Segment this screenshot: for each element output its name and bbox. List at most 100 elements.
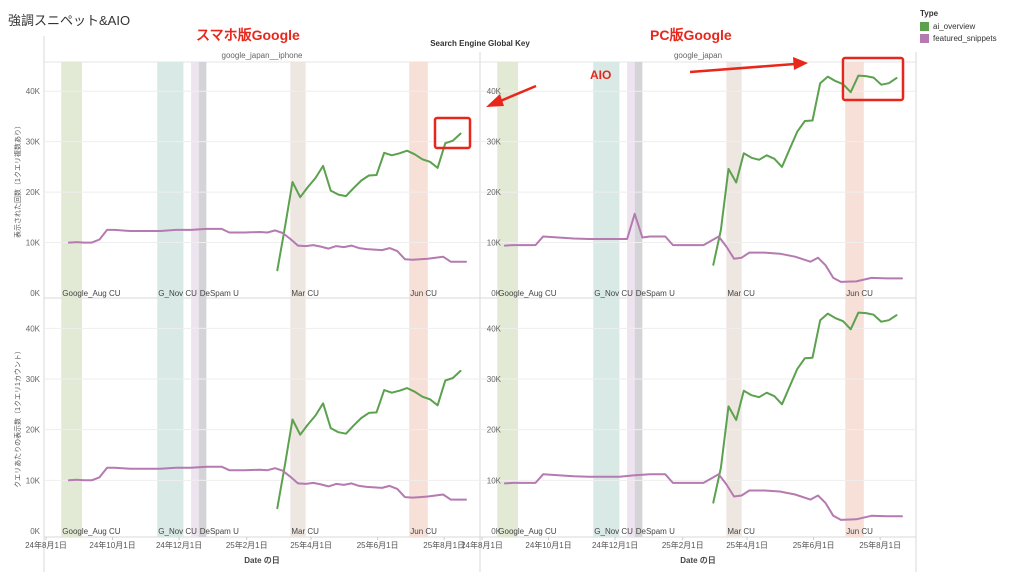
column-header-google-japan-iphone: google_japan__iphone: [222, 51, 304, 60]
y-tick-label-30k-r2c1: 30K: [26, 375, 41, 384]
band-label-despam-u-r1c1: DeSpam U: [200, 289, 239, 298]
band-label-despam-u-r2c1: DeSpam U: [200, 527, 239, 536]
event-band-google-aug-cu-col2: [497, 62, 518, 537]
band-label-mar-cu-r2c1: Mar CU: [291, 527, 319, 536]
y-tick-label-30k-r2c2: 30K: [487, 375, 502, 384]
event-band-jun-cu-col2: [845, 62, 864, 537]
y-tick-label-20k-r1c1: 20K: [26, 188, 41, 197]
annotation-pc-label: PC版Google: [650, 27, 732, 43]
band-label-jun-cu-r1c1: Jun CU: [410, 289, 437, 298]
x-axis-title-c1: Date の日: [244, 556, 280, 565]
series-line-ai-overview-panel3: [276, 369, 462, 510]
y-tick-label-30k-r1c2: 30K: [487, 138, 502, 147]
band-label-google-aug-cu-r1c1: Google_Aug CU: [62, 289, 120, 298]
y-tick-label-20k-r2c1: 20K: [26, 426, 41, 435]
annotation-arrow-right-head: [793, 57, 808, 70]
y-tick-label-0k-r1c1: 0K: [30, 289, 40, 298]
y-tick-label-20k-r1c2: 20K: [487, 188, 502, 197]
header-title: Search Engine Global Key: [430, 39, 530, 48]
legend-item-featured-snippets[interactable]: featured_snippets: [920, 32, 997, 44]
event-band-despam-u-col1: [198, 62, 207, 537]
x-tick-label-2025-08-01-c2: 25年8月1日: [859, 540, 901, 550]
band-label-g-nov-cu-r1c1: G_Nov CU: [158, 289, 197, 298]
event-band-mar-cu-col2: [726, 62, 742, 537]
page-title: 強調スニペット&AIO: [8, 13, 131, 28]
y-tick-label-10k-r1c1: 10K: [26, 239, 41, 248]
y-tick-label-40k-r1c1: 40K: [26, 87, 41, 96]
annotation-highlight-box-right: [841, 56, 905, 102]
series-line-ai-overview-panel2: [712, 74, 898, 266]
x-tick-label-2025-02-01-c2: 25年2月1日: [662, 540, 704, 550]
legend-label-featured-snippets: featured_snippets: [933, 33, 997, 43]
y-tick-label-20k-r2c2: 20K: [487, 426, 502, 435]
annotation-arrow-left-head: [486, 94, 504, 107]
event-band-unlabeled-2-col2: [627, 62, 635, 537]
y-tick-label-40k-r1c2: 40K: [487, 87, 502, 96]
x-axis-title-c2: Date の日: [680, 556, 716, 565]
annotation-smartphone-label: スマホ版Google: [196, 27, 300, 43]
band-label-google-aug-cu-r2c1: Google_Aug CU: [62, 527, 120, 536]
x-tick-label-2025-02-01-c1: 25年2月1日: [226, 540, 268, 550]
y-axis-label-row-1: 表示された回数（1クエリ複数あり）: [13, 122, 22, 238]
column-header-google-japan: google_japan: [674, 51, 722, 60]
y-tick-label-30k-r1c1: 30K: [26, 138, 41, 147]
band-label-jun-cu-r1c2: Jun CU: [846, 289, 873, 298]
band-label-mar-cu-r1c1: Mar CU: [291, 289, 319, 298]
y-axis-label-row-2: クエリあたりの表示数（1クエリ1カウント）: [13, 347, 22, 488]
legend: Type ai_overview featured_snippets: [920, 9, 997, 44]
legend-swatch-ai-overview: [920, 21, 929, 31]
event-band-jun-cu-col1: [409, 62, 428, 537]
series-line-ai-overview-panel4: [712, 311, 898, 504]
series-line-featured-snippets-panel2: [503, 212, 903, 283]
band-label-google-aug-cu-r1c2: Google_Aug CU: [498, 289, 556, 298]
x-tick-label-2024-12-01-c1: 24年12月1日: [156, 540, 202, 550]
band-label-mar-cu-r1c2: Mar CU: [727, 289, 755, 298]
band-label-g-nov-cu-r1c2: G_Nov CU: [594, 289, 633, 298]
event-band-despam-u-col2: [634, 62, 643, 537]
y-tick-label-10k-r2c2: 10K: [487, 476, 502, 485]
event-band-unlabeled-2-col1: [191, 62, 199, 537]
y-tick-label-10k-r2c1: 10K: [26, 476, 41, 485]
x-tick-label-2025-08-01-c1: 25年8月1日: [423, 540, 465, 550]
event-band-google-aug-cu-col1: [61, 62, 82, 537]
x-tick-label-2024-10-01-c1: 24年10月1日: [89, 540, 135, 550]
x-tick-label-2024-12-01-c2: 24年12月1日: [592, 540, 638, 550]
y-tick-label-0k-r2c1: 0K: [30, 527, 40, 536]
series-line-featured-snippets-panel1: [67, 227, 467, 263]
legend-title: Type: [920, 9, 939, 18]
annotation-highlight-box-left: [433, 116, 472, 150]
band-label-despam-u-r2c2: DeSpam U: [636, 527, 675, 536]
series-line-featured-snippets-panel3: [67, 465, 467, 501]
band-label-jun-cu-r2c1: Jun CU: [410, 527, 437, 536]
x-tick-label-2025-04-01-c2: 25年4月1日: [726, 540, 768, 550]
x-tick-label-2024-08-01-c1: 24年8月1日: [25, 540, 67, 550]
x-tick-label-2025-06-01-c1: 25年6月1日: [357, 540, 399, 550]
legend-label-ai-overview: ai_overview: [933, 21, 976, 31]
y-tick-label-0k-r2c2: 0K: [491, 527, 501, 536]
y-tick-label-0k-r1c2: 0K: [491, 289, 501, 298]
band-label-g-nov-cu-r2c1: G_Nov CU: [158, 527, 197, 536]
event-band-mar-cu-col1: [290, 62, 306, 537]
x-tick-label-2025-04-01-c1: 25年4月1日: [290, 540, 332, 550]
x-tick-label-2025-06-01-c2: 25年6月1日: [793, 540, 835, 550]
series-line-featured-snippets-panel4: [503, 473, 903, 521]
legend-swatch-featured-snippets: [920, 33, 929, 43]
annotation-arrow-right-shaft: [689, 62, 796, 74]
band-label-g-nov-cu-r2c2: G_Nov CU: [594, 527, 633, 536]
annotation-arrow-left-shaft: [497, 84, 537, 104]
band-label-jun-cu-r2c2: Jun CU: [846, 527, 873, 536]
series-line-ai-overview-panel1: [276, 132, 462, 272]
event-band-g-nov-cu-col2: [593, 62, 620, 537]
y-tick-label-40k-r2c2: 40K: [487, 324, 502, 333]
legend-item-ai-overview[interactable]: ai_overview: [920, 20, 997, 32]
x-tick-label-2024-08-01-c2: 24年8月1日: [461, 540, 503, 550]
y-tick-label-40k-r2c1: 40K: [26, 324, 41, 333]
band-label-despam-u-r1c2: DeSpam U: [636, 289, 675, 298]
annotation-aio-label: AIO: [590, 68, 611, 82]
band-label-mar-cu-r2c2: Mar CU: [727, 527, 755, 536]
y-tick-label-10k-r1c2: 10K: [487, 239, 502, 248]
event-band-g-nov-cu-col1: [157, 62, 184, 537]
band-label-google-aug-cu-r2c2: Google_Aug CU: [498, 527, 556, 536]
x-tick-label-2024-10-01-c2: 24年10月1日: [525, 540, 571, 550]
